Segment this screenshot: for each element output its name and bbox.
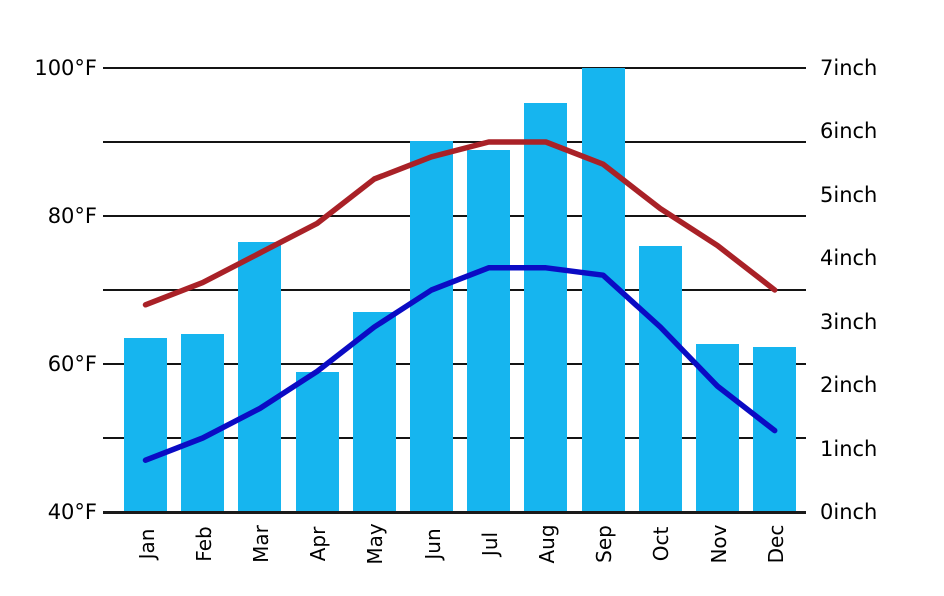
precipitation-bar-aug	[524, 102, 568, 513]
month-label-jun: Jun	[420, 528, 445, 560]
left-tick-60f: 60°F	[47, 352, 97, 376]
precipitation-bar-feb	[181, 334, 225, 513]
right-tick-5inch: 5inch	[820, 182, 878, 207]
right-tick-0inch: 0inch	[820, 500, 878, 524]
month-label-apr: Apr	[306, 526, 331, 562]
month-label-jan: Jan	[134, 528, 159, 560]
precipitation-bar-oct	[638, 245, 682, 513]
right-tick-1inch: 1inch	[820, 436, 878, 461]
left-tick-40f: 40°F	[47, 500, 97, 524]
right-tick-2inch: 2inch	[820, 373, 878, 398]
precipitation-bar-jan	[124, 337, 167, 513]
gridline-100f	[103, 67, 806, 69]
month-label-nov: Nov	[706, 524, 731, 564]
gridline-80f	[103, 215, 806, 217]
month-label-jul: Jul	[477, 531, 502, 557]
month-label-dec: Dec	[763, 524, 788, 564]
right-tick-3inch: 3inch	[820, 309, 878, 334]
right-tick-7inch: 7inch	[820, 56, 878, 80]
precipitation-bar-dec	[753, 347, 797, 513]
right-tick-4inch: 4inch	[820, 246, 878, 271]
precipitation-bar-sep	[581, 68, 625, 513]
month-label-oct: Oct	[649, 526, 674, 562]
month-label-feb: Feb	[191, 526, 216, 562]
precipitation-bar-may	[352, 312, 396, 513]
left-tick-100f: 100°F	[34, 56, 97, 80]
month-label-may: May	[363, 523, 388, 565]
gridline-90f	[103, 141, 806, 143]
gridline-70f	[103, 289, 806, 291]
left-tick-80f: 80°F	[47, 204, 97, 228]
month-label-mar: Mar	[248, 525, 273, 563]
precipitation-bar-jun	[410, 140, 453, 513]
precipitation-bar-mar	[238, 242, 282, 513]
month-label-aug: Aug	[534, 524, 559, 564]
precipitation-bar-nov	[696, 343, 739, 513]
precipitation-bar-apr	[295, 372, 339, 513]
precipitation-bar-jul	[467, 150, 511, 513]
right-tick-6inch: 6inch	[820, 119, 878, 144]
x-axis-baseline-overlay	[103, 511, 806, 514]
month-label-sep: Sep	[592, 525, 617, 563]
